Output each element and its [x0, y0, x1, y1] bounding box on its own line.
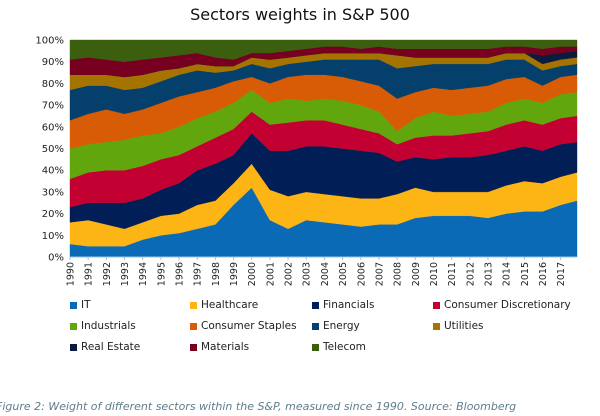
- legend-swatch: [433, 322, 440, 330]
- x-tick-label: 2001: [265, 262, 276, 286]
- legend-item: Consumer Discretionary: [433, 299, 571, 311]
- legend-label: Healthcare: [201, 299, 259, 311]
- legend-item: IT: [70, 299, 91, 311]
- x-tick-label: 2013: [483, 262, 494, 286]
- x-tick-label: 2014: [502, 262, 513, 286]
- x-tick-label: 2016: [538, 262, 549, 286]
- legend-swatch: [312, 322, 319, 330]
- x-tick-label: 2008: [393, 262, 404, 286]
- x-tick-label: 2006: [356, 262, 367, 286]
- x-tick-label: 2009: [411, 262, 422, 286]
- legend-item: Materials: [190, 341, 249, 353]
- legend-swatch: [312, 301, 319, 309]
- legend-label: IT: [81, 299, 91, 311]
- legend-item: Utilities: [433, 320, 484, 332]
- x-tick-label: 2017: [556, 262, 567, 286]
- x-tick-label: 1998: [211, 262, 222, 286]
- legend-label: Energy: [323, 320, 360, 332]
- y-tick-label: 20%: [42, 209, 64, 220]
- x-tick-label: 1996: [175, 262, 186, 286]
- legend-label: Real Estate: [81, 341, 141, 353]
- legend-label: Consumer Staples: [201, 320, 297, 332]
- x-tick-label: 2004: [320, 262, 331, 286]
- legend-label: Telecom: [323, 341, 366, 353]
- x-tick-label: 1997: [193, 262, 204, 286]
- x-tick-label: 2011: [447, 262, 458, 286]
- legend-swatch: [190, 343, 197, 351]
- legend-item: Real Estate: [70, 341, 140, 353]
- legend-swatch: [190, 322, 197, 330]
- legend-item: Telecom: [312, 341, 366, 353]
- y-tick-label: 40%: [42, 166, 64, 177]
- y-tick-label: 80%: [42, 79, 64, 90]
- x-tick-label: 1991: [84, 262, 95, 286]
- x-tick-label: 2005: [338, 262, 349, 286]
- legend-item: Consumer Staples: [190, 320, 297, 332]
- legend-swatch: [70, 301, 77, 309]
- y-tick-label: 50%: [42, 144, 64, 155]
- y-tick-label: 10%: [42, 231, 64, 242]
- legend-swatch: [70, 343, 77, 351]
- legend-label: Financials: [323, 299, 375, 311]
- y-tick-label: 0%: [48, 253, 64, 264]
- x-tick-label: 2012: [465, 262, 476, 286]
- stacked-area-chart: 0% 10% 20% 30% 40% 50% 60% 70% 80% 90% 100% 1990 199…: [35, 36, 578, 286]
- legend-item: Healthcare: [190, 299, 258, 311]
- legend-item: Financials: [312, 299, 374, 311]
- x-tick-label: 1995: [156, 262, 167, 286]
- legend-swatch: [70, 322, 77, 330]
- x-tick-label: 1993: [120, 262, 131, 286]
- legend-swatch: [190, 301, 197, 309]
- x-tick-label: 1999: [229, 262, 240, 286]
- y-tick-label: 60%: [42, 122, 64, 133]
- x-tick-label: 2000: [247, 262, 258, 286]
- x-tick-label: 1994: [138, 262, 149, 286]
- area-telecom: [69, 39, 578, 62]
- figure-caption: Figure 2: Weight of different sectors wi…: [0, 400, 517, 413]
- legend-item: Energy: [312, 320, 360, 332]
- y-tick-label: 100%: [35, 36, 64, 47]
- y-tick-label: 30%: [42, 187, 64, 198]
- legend-item: Industrials: [70, 320, 136, 332]
- legend-label: Industrials: [81, 320, 136, 332]
- x-tick-label: 2002: [284, 262, 295, 286]
- x-tick-label: 2015: [520, 262, 531, 286]
- legend-label: Materials: [201, 341, 250, 353]
- y-tick-label: 90%: [42, 57, 64, 68]
- legend-label: Utilities: [444, 320, 484, 332]
- x-tick-label: 2010: [429, 262, 440, 286]
- chart-title: Sectors weights in S&P 500: [190, 5, 410, 24]
- legend-swatch: [312, 343, 319, 351]
- legend-label: Consumer Discretionary: [444, 299, 571, 311]
- y-tick-label: 70%: [42, 101, 64, 112]
- x-tick-label: 1992: [102, 262, 113, 286]
- x-tick-label: 2007: [374, 262, 385, 286]
- x-tick-label: 1990: [66, 262, 77, 286]
- x-tick-label: 2003: [302, 262, 313, 286]
- legend-swatch: [433, 301, 440, 309]
